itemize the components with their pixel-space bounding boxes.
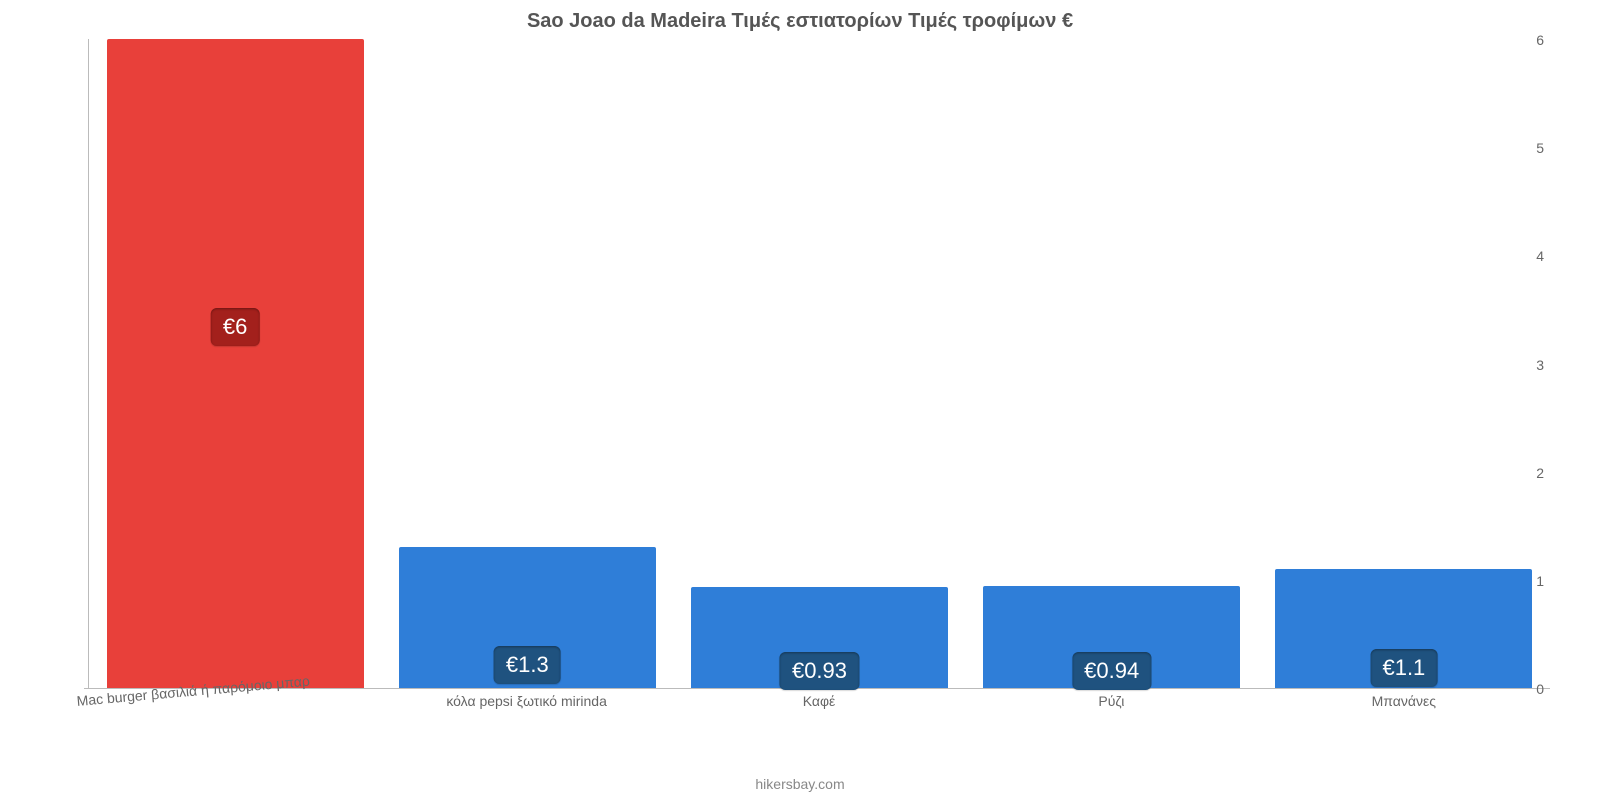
bar: €1.1 (1275, 569, 1532, 688)
y-tick-label: 3 (1536, 357, 1544, 373)
y-tick-label: 2 (1536, 465, 1544, 481)
y-tick-label: 6 (1536, 32, 1544, 48)
bar: €0.93 (691, 587, 948, 688)
price-bar-chart: Sao Joao da Madeira Τιμές εστιατορίων Τι… (50, 10, 1550, 750)
bar: €6 (107, 39, 364, 688)
bar: €0.94 (983, 586, 1240, 688)
y-tick-label: 4 (1536, 248, 1544, 264)
bar: €1.3 (399, 547, 656, 688)
plot-outer: €6 €1.3 €0.93 €0.94 €1.1 Mac burger βασιλιά … (50, 39, 1550, 719)
y-tick-label: 1 (1536, 573, 1544, 589)
value-badge: €6 (211, 308, 259, 346)
x-tick-label: κόλα pepsi ξωτικό mirinda (446, 693, 607, 709)
y-tick-label: 0 (1536, 681, 1544, 697)
x-tick-label: Ρύζι (1098, 693, 1124, 709)
x-tick-label: Καφέ (803, 693, 836, 709)
x-axis-labels: Mac burger βασιλιά ή παρόμοιο μπαρκόλα p… (88, 689, 1550, 719)
x-tick-label: Μπανάνες (1372, 693, 1436, 709)
value-badge: €1.1 (1370, 649, 1437, 687)
chart-title: Sao Joao da Madeira Τιμές εστιατορίων Τι… (50, 10, 1550, 33)
y-tick-label: 5 (1536, 140, 1544, 156)
y-axis (50, 39, 88, 689)
plot-area: €6 €1.3 €0.93 €0.94 €1.1 (88, 39, 1550, 689)
value-badge: €0.93 (780, 652, 859, 690)
value-badge: €0.94 (1072, 652, 1151, 690)
attribution-text: hikersbay.com (0, 776, 1600, 792)
value-badge: €1.3 (494, 646, 561, 684)
